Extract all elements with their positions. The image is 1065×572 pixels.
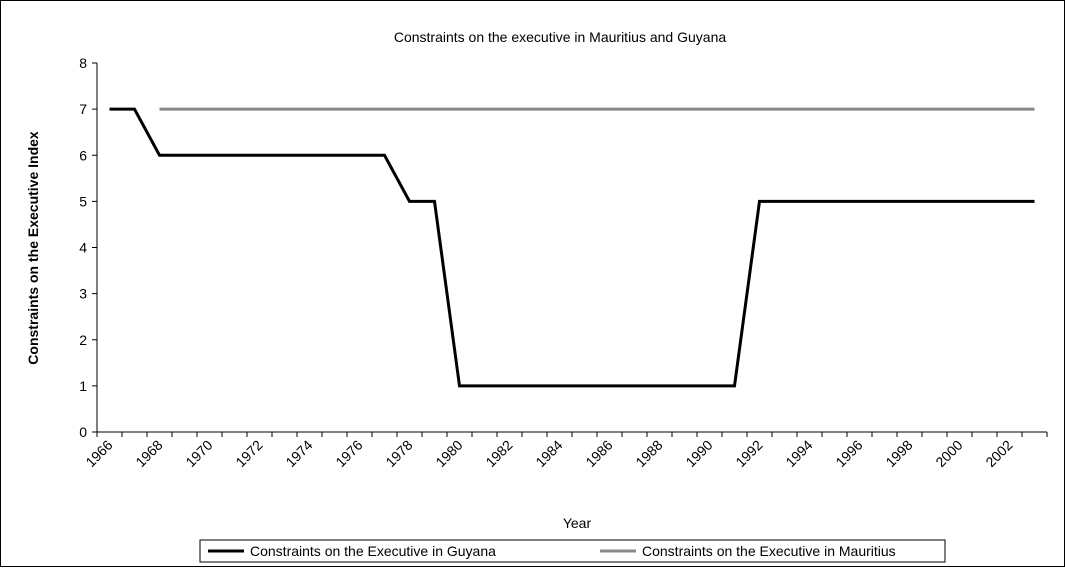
legend-label: Constraints on the Executive in Mauritiu…	[642, 543, 896, 559]
x-axis-label: Year	[563, 515, 592, 531]
chart-title: Constraints on the executive in Mauritiu…	[394, 29, 727, 45]
legend-box	[199, 539, 946, 563]
y-tick-label: 6	[79, 147, 87, 163]
y-tick-label: 3	[79, 286, 87, 302]
y-axis-label: Constraints on the Executive Index	[25, 131, 41, 365]
y-tick-label: 0	[79, 424, 87, 440]
legend-label: Constraints on the Executive in Guyana	[250, 543, 496, 559]
y-tick-label: 2	[79, 332, 87, 348]
y-tick-label: 5	[79, 193, 87, 209]
y-tick-label: 7	[79, 101, 87, 117]
y-tick-label: 8	[79, 55, 87, 71]
y-tick-label: 4	[79, 240, 87, 256]
y-tick-label: 1	[79, 378, 87, 394]
series-line	[109, 107, 1035, 388]
